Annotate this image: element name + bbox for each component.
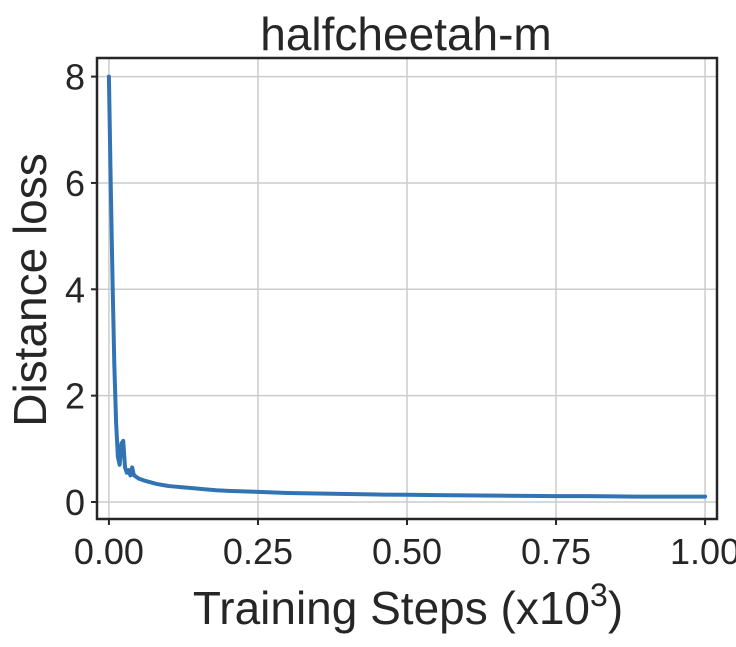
- y-axis-label: Distance loss: [4, 153, 56, 427]
- x-axis-label-close: ): [608, 582, 623, 634]
- y-tick-label: 6: [65, 163, 85, 204]
- y-tick-label: 2: [65, 376, 85, 417]
- y-tick-label: 4: [65, 269, 85, 310]
- chart-title: halfcheetah-m: [260, 8, 552, 60]
- x-axis-label-exponent: 3: [590, 577, 608, 613]
- series-line: [106, 74, 708, 499]
- x-axis-label: Training Steps (x103): [193, 577, 623, 634]
- x-tick-label: 0.00: [74, 531, 144, 572]
- y-tick-label: 8: [65, 57, 85, 98]
- y-ticks: 0 2 4 6 8: [65, 57, 97, 523]
- series-layer: [106, 74, 708, 499]
- x-tick-label: 0.75: [521, 531, 591, 572]
- x-axis-label-main: Training Steps (x10: [193, 582, 590, 634]
- grid: [97, 58, 717, 519]
- x-tick-label: 0.25: [223, 531, 293, 572]
- x-ticks: 0.00 0.25 0.50 0.75 1.00: [74, 519, 736, 572]
- y-tick-label: 0: [65, 482, 85, 523]
- x-tick-label: 1.00: [670, 531, 736, 572]
- x-tick-label: 0.50: [372, 531, 442, 572]
